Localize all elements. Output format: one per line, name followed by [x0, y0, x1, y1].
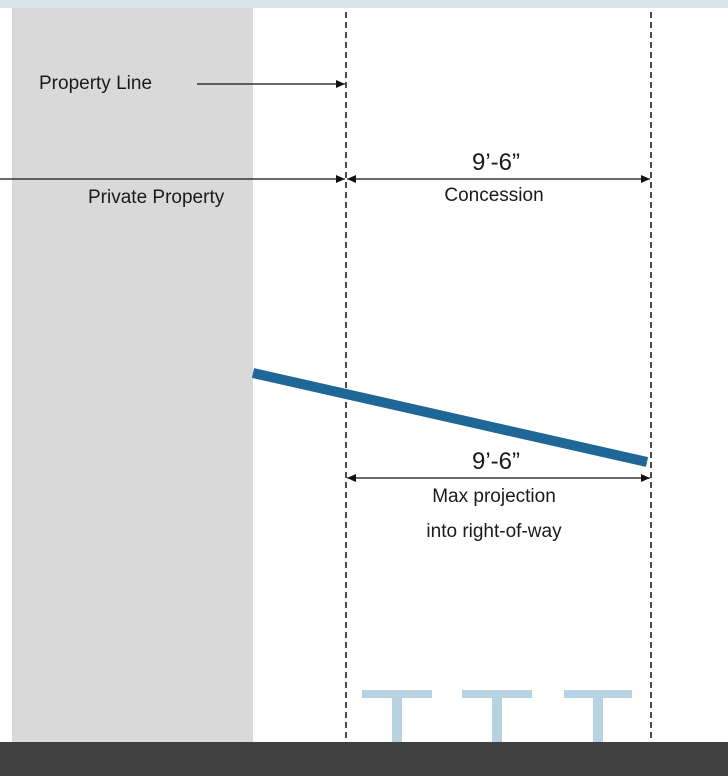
top-band [0, 0, 728, 8]
max-projection-label-line1: Max projection [432, 486, 556, 507]
ground-band [0, 742, 728, 776]
building-wall [12, 8, 253, 742]
canopy-projection [251, 368, 649, 467]
concession-dimension: 9’-6” [471, 149, 520, 176]
property-line-label: Property Line [39, 73, 153, 94]
concession-label: Concession [444, 185, 544, 206]
max-projection-dimension: 9’-6” [471, 448, 520, 475]
private-property-label: Private Property [88, 187, 225, 208]
max-projection-label-line2: into right-of-way [426, 521, 562, 542]
